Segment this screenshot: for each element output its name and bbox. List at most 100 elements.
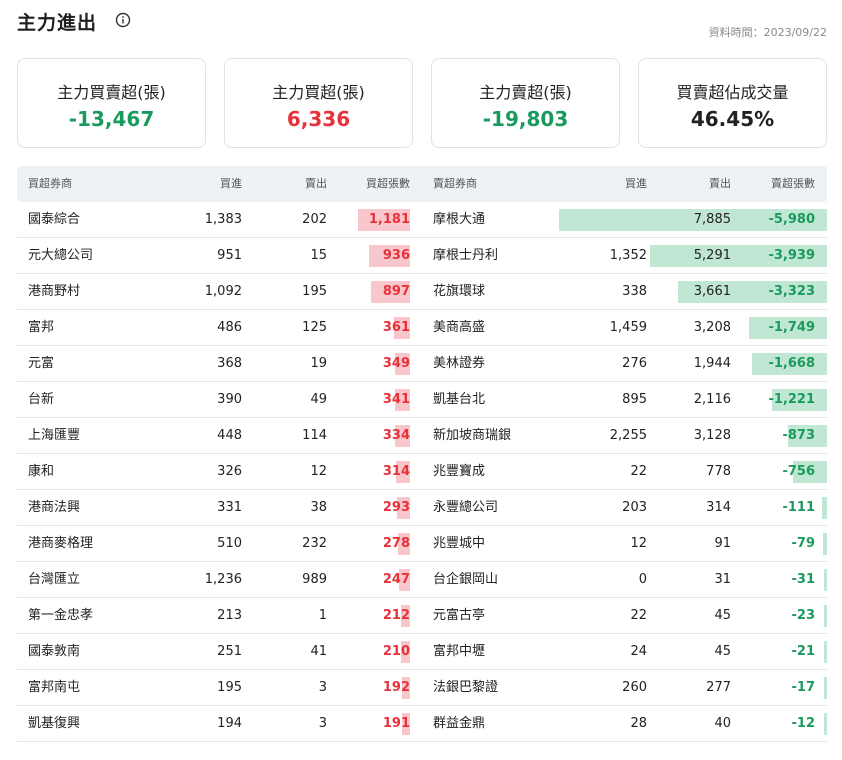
sell-broker-buy: 276 [622, 356, 647, 371]
buy-broker-buy: 194 [217, 716, 242, 731]
card-label: 買賣超佔成交量 [676, 83, 789, 102]
net-sell-bar [824, 641, 827, 663]
net-buy-value: 192 [382, 680, 410, 695]
table-row: 上海匯豐 448 114 334 新加坡商瑞銀 2,255 3,128 -873 [17, 418, 827, 454]
buy-broker-name: 第一金忠孝 [28, 608, 94, 623]
sell-broker-sell: 314 [706, 500, 731, 515]
net-sell-bar [824, 677, 827, 699]
net-sell-bar [559, 209, 827, 231]
net-sell-value: -31 [791, 572, 816, 587]
sell-broker-buy: 0 [638, 572, 647, 587]
sell-broker-sell: 7,885 [693, 212, 731, 227]
sell-broker-sell: 40 [714, 716, 731, 731]
net-sell-value: -1,221 [768, 392, 815, 407]
buy-broker-name: 元富 [28, 356, 55, 371]
net-buy-value: 897 [382, 284, 410, 299]
buy-broker-name: 台新 [28, 392, 55, 407]
card-value: 6,336 [286, 107, 351, 131]
net-sell-value: -873 [782, 428, 815, 443]
net-sell-value: -23 [791, 608, 816, 623]
net-sell-value: -1,668 [768, 356, 815, 371]
sell-broker-sell: 91 [714, 536, 731, 551]
table-row: 國泰敦南 251 41 210 富邦中壢 24 45 -21 [17, 634, 827, 670]
sell-broker-buy: 22 [630, 464, 647, 479]
sell-broker-sell: 1,944 [693, 356, 731, 371]
net-buy-value: 341 [382, 392, 410, 407]
net-buy-value: 349 [382, 356, 410, 371]
header-net-buy: 買超張數 [366, 177, 410, 190]
sell-broker-sell: 5,291 [693, 248, 731, 263]
buy-broker-buy: 368 [217, 356, 242, 371]
net-buy-bar [397, 497, 410, 519]
table-header: 買超券商 買進 賣出 買超張數 賣超券商 買進 賣出 賣超張數 [17, 166, 827, 202]
net-sell-bar [824, 713, 827, 735]
sell-broker-name: 摩根大通 [433, 212, 486, 227]
net-sell-bar [678, 281, 827, 303]
sell-broker-name: 兆豐城中 [433, 536, 486, 551]
net-sell-bar [823, 533, 827, 555]
buy-broker-name: 港商野村 [28, 284, 81, 299]
net-buy-bar [401, 677, 410, 699]
sell-broker-name: 元富古亭 [433, 608, 486, 623]
sell-broker-buy: 1,352 [609, 248, 647, 263]
header-buy-broker: 買超券商 [28, 177, 72, 190]
sell-broker-name: 台企銀岡山 [433, 572, 499, 587]
header-sell-broker: 賣超券商 [433, 177, 477, 190]
net-buy-value: 361 [382, 320, 410, 335]
net-buy-bar [394, 353, 410, 375]
buy-broker-buy: 213 [217, 608, 242, 623]
net-sell-bar [650, 245, 827, 267]
table-row: 港商法興 331 38 293 永豐總公司 203 314 -111 [17, 490, 827, 526]
net-buy-bar [394, 317, 410, 339]
summary-cards: 主力買賣超(張) -13,467 主力買超(張) 6,336 主力賣超(張) -… [17, 58, 827, 148]
page-title: 主力進出 [17, 12, 98, 34]
net-buy-bar [400, 641, 410, 663]
table-row: 港商野村 1,092 195 897 花旗環球 338 3,661 -3,323 [17, 274, 827, 310]
net-buy-bar [395, 425, 410, 447]
buy-broker-sell: 38 [310, 500, 327, 515]
sell-broker-name: 永豐總公司 [433, 500, 499, 515]
sell-broker-buy: 24 [630, 644, 647, 659]
sell-broker-name: 群益金鼎 [433, 716, 486, 731]
card-sell: 主力賣超(張) -19,803 [431, 58, 620, 148]
net-buy-value: 334 [382, 428, 410, 443]
buy-broker-name: 元大總公司 [28, 248, 94, 263]
net-sell-value: -21 [791, 644, 816, 659]
net-sell-value: -12 [791, 716, 816, 731]
sell-broker-sell: 3,128 [693, 428, 731, 443]
broker-table: 買超券商 買進 賣出 買超張數 賣超券商 買進 賣出 賣超張數 國泰綜合 1,38… [17, 166, 827, 742]
buy-broker-buy: 1,383 [204, 212, 242, 227]
sell-broker-buy: 28 [630, 716, 647, 731]
buy-broker-buy: 1,092 [204, 284, 242, 299]
buy-broker-sell: 15 [310, 248, 327, 263]
sell-broker-name: 凱基台北 [433, 392, 486, 407]
sell-broker-buy: 22 [630, 608, 647, 623]
net-sell-bar [787, 425, 827, 447]
buy-broker-buy: 486 [217, 320, 242, 335]
net-sell-value: -17 [791, 680, 816, 695]
table-row: 第一金忠孝 213 1 212 元富古亭 22 45 -23 [17, 598, 827, 634]
card-label: 主力賣超(張) [479, 83, 572, 102]
buy-broker-sell: 3 [318, 680, 327, 695]
sell-broker-sell: 31 [714, 572, 731, 587]
card-value: -19,803 [482, 107, 569, 131]
net-sell-bar [822, 497, 827, 519]
info-icon[interactable] [115, 12, 131, 28]
net-buy-bar [370, 281, 410, 303]
net-buy-bar [358, 209, 410, 231]
header-buy: 買進 [220, 177, 242, 190]
table-row: 康和 326 12 314 兆豐寶成 22 778 -756 [17, 454, 827, 490]
buy-broker-sell: 12 [310, 464, 327, 479]
buy-broker-name: 富邦 [28, 320, 55, 335]
buy-broker-name: 台灣匯立 [28, 572, 81, 587]
sell-broker-buy: 895 [622, 392, 647, 407]
sell-broker-sell: 778 [706, 464, 731, 479]
buy-broker-buy: 331 [217, 500, 242, 515]
buy-broker-sell: 19 [310, 356, 327, 371]
buy-broker-sell: 41 [310, 644, 327, 659]
buy-broker-buy: 326 [217, 464, 242, 479]
sell-broker-buy: 1,459 [609, 320, 647, 335]
net-buy-bar [400, 605, 410, 627]
